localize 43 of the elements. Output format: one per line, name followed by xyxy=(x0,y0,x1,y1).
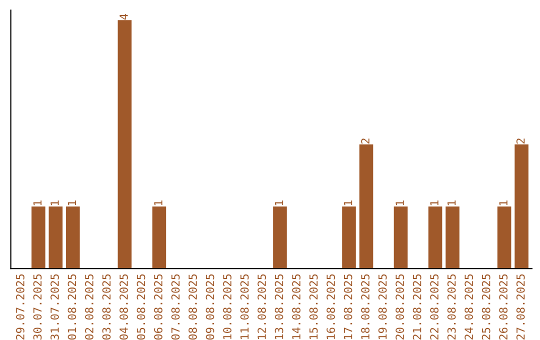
x-tick-label: 16.08.2025 xyxy=(326,274,335,340)
x-tick-label: 23.08.2025 xyxy=(447,274,456,340)
x-tick-label: 01.08.2025 xyxy=(68,274,76,340)
data-label: 1 xyxy=(68,200,76,206)
data-label: 1 xyxy=(50,200,59,206)
x-tick-label: 19.08.2025 xyxy=(378,274,387,340)
data-label: 1 xyxy=(396,200,404,206)
x-tick-label: 03.08.2025 xyxy=(102,274,111,340)
data-label: 4 xyxy=(120,14,128,20)
x-tick-label: 29.07.2025 xyxy=(16,274,24,340)
x-tick-label: 11.08.2025 xyxy=(240,274,249,340)
x-tick-label: 25.08.2025 xyxy=(482,274,490,340)
x-tick-label: 24.08.2025 xyxy=(464,274,474,340)
x-tick-label: 15.08.2025 xyxy=(309,274,318,340)
x-tick-label: 10.08.2025 xyxy=(223,274,232,340)
x-tick-label: 21.08.2025 xyxy=(412,274,422,340)
data-label: 2 xyxy=(361,138,370,144)
data-label: 1 xyxy=(448,200,456,206)
x-tick-label: 27.08.2025 xyxy=(516,274,525,340)
x-tick-label: 17.08.2025 xyxy=(344,274,352,340)
x-tick-label: 20.08.2025 xyxy=(396,274,404,340)
data-label: 1 xyxy=(274,200,284,206)
x-tick-label: 13.08.2025 xyxy=(274,274,284,340)
data-label: 1 xyxy=(499,200,508,206)
data-label: 1 xyxy=(154,200,162,206)
x-tick-label: 18.08.2025 xyxy=(361,274,370,340)
x-tick-label: 09.08.2025 xyxy=(206,274,214,340)
x-tick-label: 07.08.2025 xyxy=(171,274,180,340)
data-label: 1 xyxy=(33,200,42,206)
data-label: 2 xyxy=(516,138,525,144)
x-tick-label: 12.08.2025 xyxy=(258,274,266,340)
x-tick-label: 26.08.2025 xyxy=(499,274,508,340)
data-label: 1 xyxy=(430,200,438,206)
x-tick-label: 08.08.2025 xyxy=(188,274,197,340)
x-tick-label: 06.08.2025 xyxy=(154,274,162,340)
x-tick-label: 22.08.2025 xyxy=(430,274,439,340)
x-tick-label: 14.08.2025 xyxy=(292,274,300,340)
x-tick-label: 31.07.2025 xyxy=(50,274,59,340)
x-tick-label: 02.08.2025 xyxy=(85,274,94,340)
data-label: 1 xyxy=(344,200,352,206)
x-tick-label: 05.08.2025 xyxy=(136,274,146,340)
x-tick-label: 30.07.2025 xyxy=(33,274,42,340)
x-tick-label: 04.08.2025 xyxy=(120,274,128,340)
